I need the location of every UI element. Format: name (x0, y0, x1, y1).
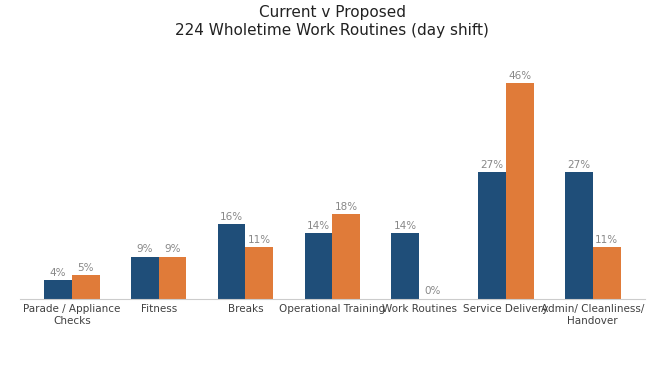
Bar (159, 257, 186, 299)
Text: 46%: 46% (508, 71, 532, 81)
Text: 27%: 27% (480, 160, 503, 170)
Bar (305, 233, 332, 299)
Bar (565, 172, 593, 299)
Text: 0%: 0% (425, 286, 441, 296)
Text: 14%: 14% (393, 221, 417, 231)
Bar (218, 224, 245, 299)
Bar (392, 233, 419, 299)
Text: 16%: 16% (220, 211, 243, 221)
Text: 14%: 14% (307, 221, 330, 231)
Bar (72, 275, 99, 299)
Text: 11%: 11% (595, 235, 619, 245)
Text: 27%: 27% (567, 160, 590, 170)
Bar (593, 247, 620, 299)
Title: Current v Proposed
224 Wholetime Work Routines (day shift): Current v Proposed 224 Wholetime Work Ro… (175, 5, 490, 38)
Text: 11%: 11% (248, 235, 271, 245)
Text: 9%: 9% (136, 244, 153, 254)
Text: 18%: 18% (335, 202, 358, 212)
Bar (245, 247, 273, 299)
Bar (478, 172, 506, 299)
Text: 4%: 4% (50, 268, 66, 278)
Legend: Existing %, Proposed %: Existing %, Proposed % (246, 380, 418, 383)
Text: 5%: 5% (78, 263, 94, 273)
Bar (44, 280, 72, 299)
Bar (332, 214, 360, 299)
Bar (131, 257, 159, 299)
Text: 9%: 9% (164, 244, 181, 254)
Bar (506, 83, 534, 299)
